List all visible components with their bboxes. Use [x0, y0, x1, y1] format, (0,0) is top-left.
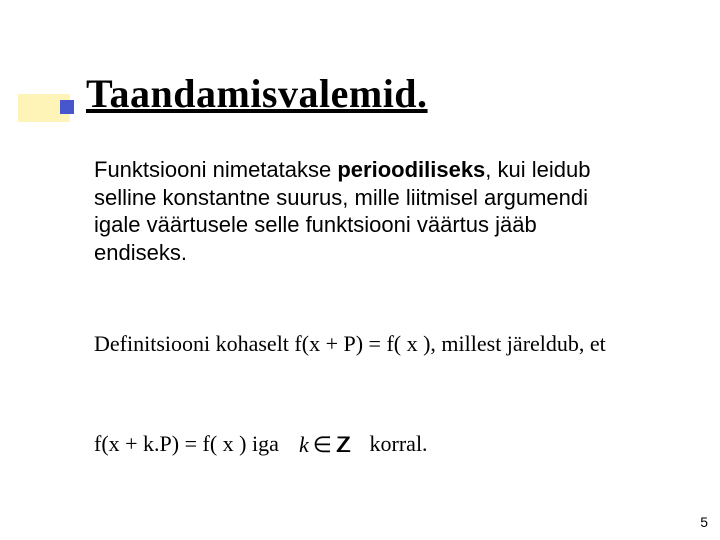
math-var-k: k: [299, 432, 309, 457]
math-in-icon: ∈: [313, 432, 332, 457]
formula-right: korral.: [370, 431, 428, 456]
formula-math: k∈Z: [299, 431, 349, 460]
formula-left: f(x + k.P) = f( x ) iga: [94, 431, 279, 456]
para1-pre: Funktsiooni nimetatakse: [94, 157, 337, 182]
math-set-z: Z: [336, 431, 349, 460]
slide-title: Taandamisvalemid.: [86, 70, 428, 117]
consequence-paragraph: Definitsiooni kohaselt f(x + P) = f( x )…: [94, 330, 654, 359]
formula-line: f(x + k.P) = f( x ) iga k∈Z korral.: [94, 430, 654, 459]
para1-bold: perioodiliseks: [337, 157, 485, 182]
title-bullet: [60, 100, 74, 114]
page-number: 5: [700, 514, 708, 530]
definition-paragraph: Funktsiooni nimetatakse perioodiliseks, …: [94, 156, 634, 266]
